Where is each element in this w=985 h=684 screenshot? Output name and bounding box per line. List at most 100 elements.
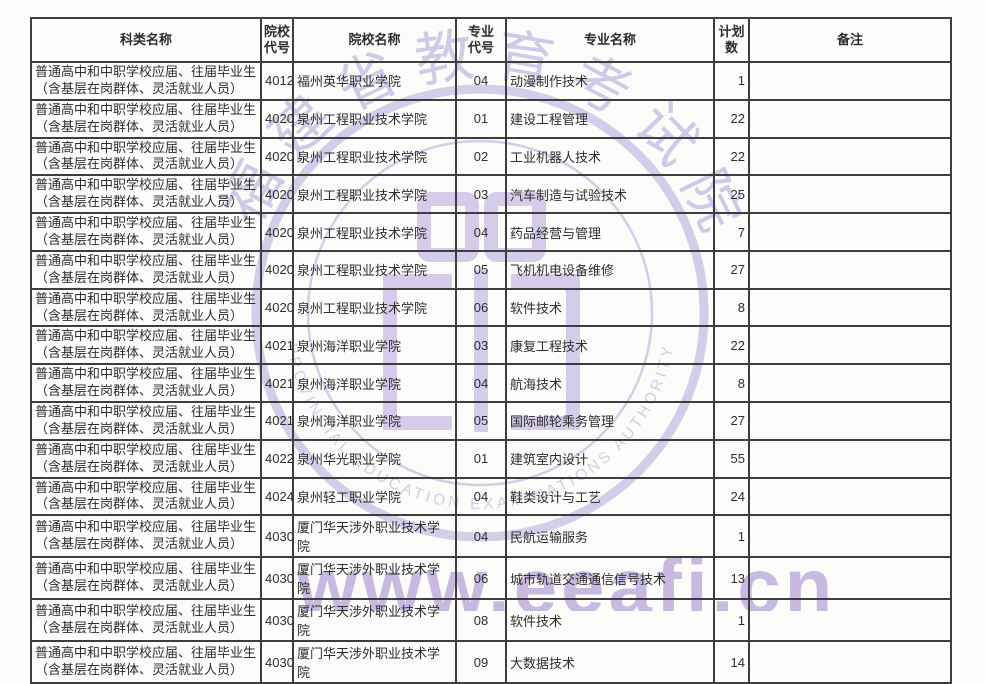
major-name-cell: 飞机机电设备维修 [505, 249, 715, 290]
college-code-cell: 4020 [260, 136, 294, 177]
remark-cell [748, 363, 952, 404]
category-cell: 普通高中和中职学校应届、往届毕业生 （含基层在岗群体、灵活就业人员） [30, 514, 262, 559]
major-code-cell: 04 [455, 212, 507, 252]
major-name-cell: 航海技术 [505, 363, 715, 404]
category-cell: 普通高中和中职学校应届、往届毕业生 （含基层在岗群体、灵活就业人员） [30, 556, 262, 601]
major-name-cell: 民航运输服务 [505, 514, 715, 559]
table-row: 普通高中和中职学校应届、往届毕业生 （含基层在岗群体、灵活就业人员） 4024 泉州… [30, 476, 952, 517]
header-remark: 备注 [748, 17, 952, 63]
major-code-cell: 01 [455, 98, 507, 139]
major-name-cell: 城市轨道交通通信信号技术 [505, 556, 715, 601]
major-code-cell: 02 [455, 136, 507, 177]
category-cell: 普通高中和中职学校应届、往届毕业生 （含基层在岗群体、灵活就业人员） [30, 287, 262, 328]
plan-count-cell: 1 [713, 598, 750, 643]
category-cell: 普通高中和中职学校应届、往届毕业生 （含基层在岗群体、灵活就业人员） [30, 363, 262, 404]
major-code-cell: 08 [455, 598, 507, 643]
header-category: 科类名称 [30, 17, 262, 63]
category-cell: 普通高中和中职学校应届、往届毕业生 （含基层在岗群体、灵活就业人员） [30, 325, 262, 366]
college-name-cell: 泉州轻工职业学院 [292, 476, 457, 517]
remark-cell [748, 438, 952, 479]
college-code-cell: 4021 [260, 363, 294, 404]
plan-count-cell: 13 [713, 556, 750, 601]
table-row: 普通高中和中职学校应届、往届毕业生 （含基层在岗群体、灵活就业人员） 4021 泉州… [30, 325, 952, 366]
category-cell: 普通高中和中职学校应届、往届毕业生 （含基层在岗群体、灵活就业人员） [30, 438, 262, 479]
remark-cell [748, 287, 952, 328]
remark-cell [748, 556, 952, 601]
admission-plan-table: 科类名称 院校 代号 院校名称 专业 代号 专业名称 计划 数 备注 普通高中和… [30, 17, 952, 684]
plan-count-cell: 27 [713, 401, 750, 441]
college-code-cell: 4022 [260, 438, 294, 479]
plan-count-cell: 55 [713, 438, 750, 479]
header-plan-count: 计划 数 [713, 17, 750, 63]
table-row: 普通高中和中职学校应届、往届毕业生 （含基层在岗群体、灵活就业人员） 4020 泉州… [30, 174, 952, 215]
table-row: 普通高中和中职学校应届、往届毕业生 （含基层在岗群体、灵活就业人员） 4012 福州… [30, 61, 952, 101]
plan-count-cell: 14 [713, 640, 750, 684]
major-name-cell: 康复工程技术 [505, 325, 715, 366]
major-code-cell: 04 [455, 61, 507, 101]
remark-cell [748, 640, 952, 684]
category-cell: 普通高中和中职学校应届、往届毕业生 （含基层在岗群体、灵活就业人员） [30, 598, 262, 643]
major-code-cell: 06 [455, 287, 507, 328]
table-row: 普通高中和中职学校应届、往届毕业生 （含基层在岗群体、灵活就业人员） 4020 泉州… [30, 287, 952, 328]
major-name-cell: 大数据技术 [505, 640, 715, 684]
college-code-cell: 4012 [260, 61, 294, 101]
category-cell: 普通高中和中职学校应届、往届毕业生 （含基层在岗群体、灵活就业人员） [30, 61, 262, 101]
category-cell: 普通高中和中职学校应届、往届毕业生 （含基层在岗群体、灵活就业人员） [30, 476, 262, 517]
remark-cell [748, 249, 952, 290]
scanned-document-page: { "table": { "headers": { "category": "科… [30, 17, 952, 684]
college-code-cell: 4020 [260, 212, 294, 252]
college-code-cell: 4030 [260, 556, 294, 601]
plan-count-cell: 7 [713, 212, 750, 252]
plan-count-cell: 8 [713, 363, 750, 404]
major-code-cell: 05 [455, 401, 507, 441]
major-code-cell: 01 [455, 438, 507, 479]
remark-cell [748, 401, 952, 441]
plan-count-cell: 22 [713, 98, 750, 139]
major-name-cell: 建筑室内设计 [505, 438, 715, 479]
college-code-cell: 4030 [260, 514, 294, 559]
plan-count-cell: 8 [713, 287, 750, 328]
table-row: 普通高中和中职学校应届、往届毕业生 （含基层在岗群体、灵活就业人员） 4021 泉州… [30, 363, 952, 404]
college-code-cell: 4030 [260, 598, 294, 643]
college-code-cell: 4024 [260, 476, 294, 517]
remark-cell [748, 325, 952, 366]
college-code-cell: 4020 [260, 98, 294, 139]
major-name-cell: 鞋类设计与工艺 [505, 476, 715, 517]
major-code-cell: 05 [455, 249, 507, 290]
table-row: 普通高中和中职学校应届、往届毕业生 （含基层在岗群体、灵活就业人员） 4020 泉州… [30, 249, 952, 290]
major-code-cell: 04 [455, 514, 507, 559]
header-major-name: 专业名称 [505, 17, 715, 63]
table-row: 普通高中和中职学校应届、往届毕业生 （含基层在岗群体、灵活就业人员） 4030 厦门… [30, 556, 952, 601]
table-row: 普通高中和中职学校应届、往届毕业生 （含基层在岗群体、灵活就业人员） 4020 泉州… [30, 136, 952, 177]
header-college-code: 院校 代号 [260, 17, 294, 63]
college-name-cell: 泉州华光职业学院 [292, 438, 457, 479]
remark-cell [748, 598, 952, 643]
table-row: 普通高中和中职学校应届、往届毕业生 （含基层在岗群体、灵活就业人员） 4030 厦门… [30, 514, 952, 559]
plan-count-cell: 22 [713, 325, 750, 366]
major-name-cell: 国际邮轮乘务管理 [505, 401, 715, 441]
table-row: 普通高中和中职学校应届、往届毕业生 （含基层在岗群体、灵活就业人员） 4020 泉州… [30, 98, 952, 139]
college-name-cell: 福州英华职业学院 [292, 61, 457, 101]
college-name-cell: 泉州海洋职业学院 [292, 401, 457, 441]
major-name-cell: 药品经营与管理 [505, 212, 715, 252]
major-code-cell: 04 [455, 476, 507, 517]
table-body: 普通高中和中职学校应届、往届毕业生 （含基层在岗群体、灵活就业人员） 4012 福州… [30, 61, 952, 684]
table-row: 普通高中和中职学校应届、往届毕业生 （含基层在岗群体、灵活就业人员） 4030 厦门… [30, 598, 952, 643]
remark-cell [748, 136, 952, 177]
college-name-cell: 泉州海洋职业学院 [292, 363, 457, 404]
table-row: 普通高中和中职学校应届、往届毕业生 （含基层在岗群体、灵活就业人员） 4022 泉州… [30, 438, 952, 479]
plan-count-cell: 27 [713, 249, 750, 290]
major-code-cell: 03 [455, 325, 507, 366]
major-name-cell: 汽车制造与试验技术 [505, 174, 715, 215]
remark-cell [748, 514, 952, 559]
college-code-cell: 4020 [260, 249, 294, 290]
major-code-cell: 06 [455, 556, 507, 601]
college-code-cell: 4021 [260, 325, 294, 366]
table-row: 普通高中和中职学校应届、往届毕业生 （含基层在岗群体、灵活就业人员） 4020 泉州… [30, 212, 952, 252]
remark-cell [748, 212, 952, 252]
college-name-cell: 泉州工程职业技术学院 [292, 136, 457, 177]
college-code-cell: 4020 [260, 174, 294, 215]
college-name-cell: 泉州工程职业技术学院 [292, 287, 457, 328]
remark-cell [748, 98, 952, 139]
remark-cell [748, 174, 952, 215]
